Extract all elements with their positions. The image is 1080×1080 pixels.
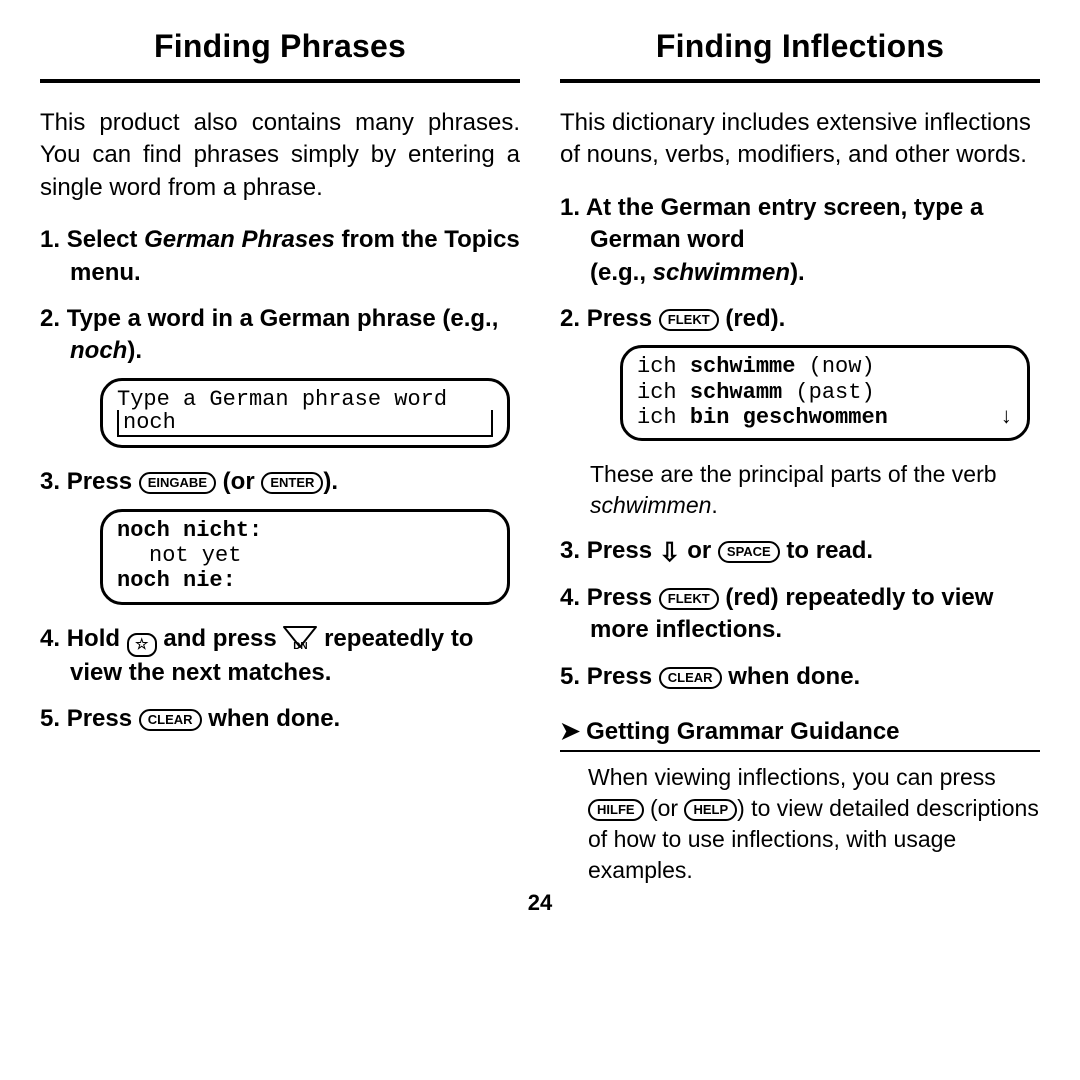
screen-line: Type a German phrase word xyxy=(117,387,493,412)
tip-body: When viewing inflections, you can press … xyxy=(560,762,1040,886)
space-key-icon: SPACE xyxy=(718,541,780,563)
page-number: 24 xyxy=(40,890,1040,916)
right-intro: This dictionary includes extensive infle… xyxy=(560,107,1040,172)
clear-key-icon: CLEAR xyxy=(659,667,722,689)
clear-key-icon: CLEAR xyxy=(139,709,202,731)
scroll-down-icon: ↓ xyxy=(1000,405,1013,430)
screen-line: noch nie: xyxy=(117,568,493,593)
right-step-4: Press FLEKT (red) repeatedly to view mor… xyxy=(560,582,1040,647)
right-step-3: Press ⇩ or SPACE to read. xyxy=(560,535,1040,567)
lcd-screen-phrase-input: Type a German phrase word noch xyxy=(100,378,510,449)
right-step-1: At the German entry screen, type a Germa… xyxy=(560,192,1040,289)
left-steps: Select German Phrases from the Topics me… xyxy=(40,224,520,735)
left-step-3: Press EINGABE (or ENTER). noch nicht: no… xyxy=(40,466,520,604)
right-heading: Finding Inflections xyxy=(560,28,1040,83)
screen-input-line: noch xyxy=(117,410,493,437)
screen-line: ich bin geschwommen ↓ xyxy=(637,405,1013,430)
triangle-bullet-icon: ➤ xyxy=(560,717,580,746)
flekt-key-icon: FLEKT xyxy=(659,309,719,331)
right-step-2: Press FLEKT (red). ich schwimme (now) ic… xyxy=(560,303,1040,521)
left-step-1: Select German Phrases from the Topics me… xyxy=(40,224,520,289)
screen-caption: These are the principal parts of the ver… xyxy=(590,459,1040,521)
help-key-icon: HELP xyxy=(684,799,737,821)
left-column: Finding Phrases This product also contai… xyxy=(40,28,520,886)
left-step-2: Type a word in a German phrase (e.g., no… xyxy=(40,303,520,448)
enter-key-icon: ENTER xyxy=(261,472,323,494)
tip-heading: ➤Getting Grammar Guidance xyxy=(560,717,1040,752)
star-key-icon: ☆ xyxy=(127,633,157,657)
manual-page: Finding Phrases This product also contai… xyxy=(40,28,1040,886)
screen-line: noch nicht: xyxy=(117,518,493,543)
left-step-5: Press CLEAR when done. xyxy=(40,703,520,735)
hilfe-key-icon: HILFE xyxy=(588,799,644,821)
right-column: Finding Inflections This dictionary incl… xyxy=(560,28,1040,886)
screen-line: ich schwimme (now) xyxy=(637,354,1013,379)
left-intro: This product also contains many phrases.… xyxy=(40,107,520,204)
dn-key-icon: DN xyxy=(283,626,317,648)
eingabe-key-icon: EINGABE xyxy=(139,472,216,494)
flekt-key-icon: FLEKT xyxy=(659,588,719,610)
screen-line: not yet xyxy=(117,543,493,568)
lcd-screen-inflections: ich schwimme (now) ich schwamm (past) ic… xyxy=(620,345,1030,441)
screen-line: ich schwamm (past) xyxy=(637,380,1013,405)
left-heading: Finding Phrases xyxy=(40,28,520,83)
right-step-5: Press CLEAR when done. xyxy=(560,661,1040,693)
left-step-4: Hold ☆ and press DN repeatedly to view t… xyxy=(40,623,520,689)
lcd-screen-phrase-result: noch nicht: not yet noch nie: xyxy=(100,509,510,605)
right-steps: At the German entry screen, type a Germa… xyxy=(560,192,1040,693)
